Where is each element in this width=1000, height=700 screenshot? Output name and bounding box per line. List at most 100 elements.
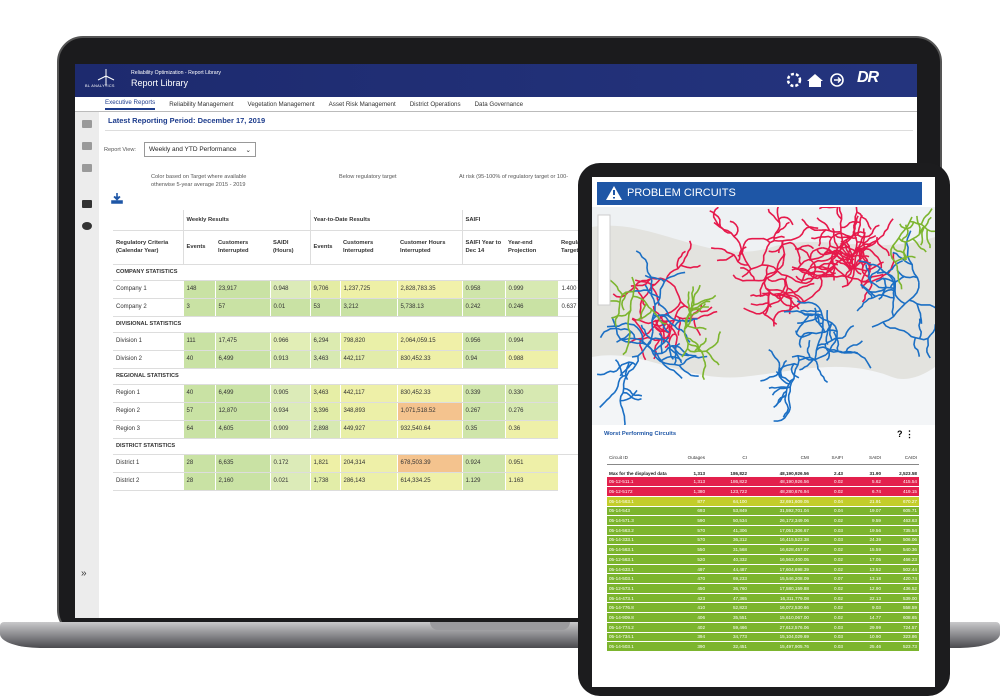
circuit-line bbox=[636, 309, 653, 321]
side-icon[interactable] bbox=[82, 120, 92, 128]
circuit-line bbox=[799, 358, 815, 371]
circuit-line bbox=[762, 291, 771, 314]
column-header: Year-end Projection bbox=[505, 230, 558, 265]
circuit-row[interactable]: 05-12-563.1 520 40,332 16,563,400.05 0.02 17.… bbox=[607, 554, 919, 565]
side-icon[interactable] bbox=[82, 142, 92, 150]
group-header: Year-to-Date Results bbox=[309, 210, 462, 231]
circuit-row[interactable]: 05-14-633.1 497 44,487 17,604,698.39 0.02 13.… bbox=[607, 564, 919, 575]
circuit-cell: 15,497,905.76 bbox=[749, 641, 811, 652]
circuit-row[interactable]: 05-14-473.1 423 47,365 16,311,779.08 0.02 22.… bbox=[607, 593, 919, 604]
circuit-cell: 502.44 bbox=[883, 564, 919, 575]
circuit-row[interactable]: 05-12-511.1 1,313 186,822 48,190,926.56 0.02… bbox=[607, 477, 919, 488]
circuit-cell: 29.99 bbox=[845, 622, 883, 633]
expand-icon[interactable]: » bbox=[81, 568, 87, 579]
circuit-cell: 36,312 bbox=[707, 535, 749, 546]
circuit-line bbox=[657, 301, 672, 319]
circuit-cell: 186,822 bbox=[707, 477, 749, 488]
circuit-line bbox=[811, 329, 838, 335]
header-icons[interactable] bbox=[785, 71, 849, 89]
circuit-cell: 470 bbox=[669, 573, 707, 585]
column-header-row: Circuit ID Outages CI CMI SAIFI SAIDI CAIDI bbox=[607, 452, 919, 465]
side-icon[interactable] bbox=[82, 200, 92, 208]
map-water bbox=[592, 355, 935, 425]
circuit-line bbox=[918, 318, 923, 339]
table-title: Worst Performing Circuits bbox=[604, 431, 677, 437]
circuit-cell: 0.02 bbox=[811, 554, 845, 565]
circuit-line bbox=[868, 248, 883, 269]
circuit-line bbox=[809, 258, 829, 268]
circuit-row[interactable]: 05-14-909.8 406 35,551 15,610,067.00 0.02 14.… bbox=[607, 612, 919, 623]
side-icon[interactable] bbox=[82, 164, 92, 172]
value-cell: 830,452.33 bbox=[396, 350, 462, 369]
circuit-cell: 724.57 bbox=[883, 622, 919, 633]
circuit-line bbox=[690, 306, 709, 313]
circuit-line bbox=[891, 288, 895, 317]
download-icon[interactable] bbox=[111, 192, 123, 204]
value-cell: 0.172 bbox=[269, 454, 310, 473]
circuit-line bbox=[908, 299, 935, 308]
circuit-line bbox=[845, 247, 863, 265]
circuit-line bbox=[654, 324, 670, 333]
nav-tab[interactable]: Reliability Management bbox=[169, 100, 234, 108]
nav-tab[interactable]: Vegetation Management bbox=[247, 100, 315, 108]
circuit-cell: 15,610,067.00 bbox=[749, 612, 811, 623]
circuit-line bbox=[809, 247, 823, 261]
circuit-row[interactable]: 05-14-734.1 394 34,773 15,104,029.69 0.03 10.… bbox=[607, 632, 919, 643]
value-cell: 0.994 bbox=[504, 332, 558, 351]
nav-tab[interactable]: Asset Risk Management bbox=[328, 100, 396, 108]
circuit-line bbox=[651, 299, 656, 332]
circuit-row[interactable]: 05-14-503.1 390 32,451 15,497,905.76 0.03 25.… bbox=[607, 641, 919, 652]
circuit-line bbox=[765, 287, 788, 296]
circuit-row[interactable]: 05-14-563.1 550 31,568 16,628,457.07 0.02 15.… bbox=[607, 544, 919, 555]
value-cell: 2,064,059.15 bbox=[396, 332, 462, 351]
laptop-notch bbox=[430, 622, 570, 630]
circuit-row[interactable]: 05-14-776.8 410 52,823 16,072,530.66 0.02 9.0… bbox=[607, 602, 919, 614]
help-icon[interactable]: ? bbox=[897, 429, 903, 439]
circuit-line bbox=[856, 297, 873, 312]
circuit-line bbox=[646, 337, 667, 346]
circuit-row[interactable]: 05-14-571.3 590 50,534 26,172,349.06 0.02 9.5… bbox=[607, 515, 919, 526]
circuit-line bbox=[778, 366, 792, 384]
map-toolbar[interactable] bbox=[597, 214, 611, 306]
value-cell: 1.129 bbox=[461, 472, 505, 491]
nav-tab[interactable]: Executive Reports bbox=[105, 99, 156, 110]
circuit-row[interactable]: 05-12-5172 1,380 123,722 48,280,676.94 0.02 6… bbox=[607, 486, 919, 497]
circuit-line bbox=[930, 230, 935, 233]
circuit-cell: 48,190,926.56 bbox=[749, 477, 811, 488]
circuit-row[interactable]: 05-14-503.1 470 69,233 15,546,208.09 0.07 13.… bbox=[607, 573, 919, 585]
circuit-map[interactable] bbox=[592, 207, 935, 425]
circuit-cell: 0.03 bbox=[811, 641, 845, 652]
side-icon[interactable] bbox=[82, 222, 92, 230]
nav-tab[interactable]: Data Governance bbox=[474, 100, 524, 108]
circuit-line bbox=[798, 356, 819, 366]
nav-tab[interactable]: District Operations bbox=[409, 100, 461, 108]
circuit-cell: 0.03 bbox=[811, 525, 845, 536]
value-cell: 57 bbox=[182, 402, 215, 421]
circuit-line bbox=[858, 234, 877, 249]
circuit-line bbox=[929, 323, 935, 336]
table-icons[interactable]: ? ⋮ bbox=[897, 429, 915, 439]
circuit-row[interactable]: 05-14-543 693 53,849 31,592,701.04 0.04 19.07… bbox=[607, 506, 919, 517]
circuit-row[interactable]: 05-14-563.2 570 41,306 17,051,306.67 0.03 19.… bbox=[607, 525, 919, 536]
circuit-cell: 05-12-511.1 bbox=[607, 477, 669, 488]
circuit-cell: 05-14-734.1 bbox=[607, 632, 669, 643]
section-row: DIVISIONAL STATISTICS bbox=[113, 316, 613, 333]
circuit-row[interactable]: 05-14-333.1 570 36,312 16,415,523.38 0.03 24.… bbox=[607, 535, 919, 546]
circuit-line bbox=[631, 341, 658, 359]
report-view-select[interactable]: Weekly and YTD Performance ⌄ bbox=[144, 142, 256, 157]
circuit-row[interactable]: 05-12-573.1 450 36,760 17,580,159.88 0.02 12.… bbox=[607, 583, 919, 594]
circuit-cell: 05-14-776.8 bbox=[607, 602, 669, 614]
circuit-row[interactable]: 05-14-774.2 402 59,466 27,612,576.06 0.03 29.… bbox=[607, 622, 919, 633]
circuit-cell: 69,233 bbox=[707, 573, 749, 585]
value-cell: 286,143 bbox=[339, 472, 397, 491]
column-header: Customers Interrupted bbox=[340, 230, 397, 265]
group-header: SAIFI bbox=[461, 210, 613, 231]
circuit-line bbox=[759, 277, 768, 297]
circuit-line bbox=[778, 241, 794, 254]
circuit-row[interactable]: 05-14-563.1 877 64,100 32,691,609.05 0.04 21.… bbox=[607, 496, 919, 507]
circuit-line bbox=[787, 287, 804, 302]
circuit-line bbox=[740, 267, 756, 281]
circuit-line bbox=[712, 207, 721, 228]
circuit-line bbox=[690, 300, 711, 310]
circuit-line bbox=[791, 354, 827, 361]
